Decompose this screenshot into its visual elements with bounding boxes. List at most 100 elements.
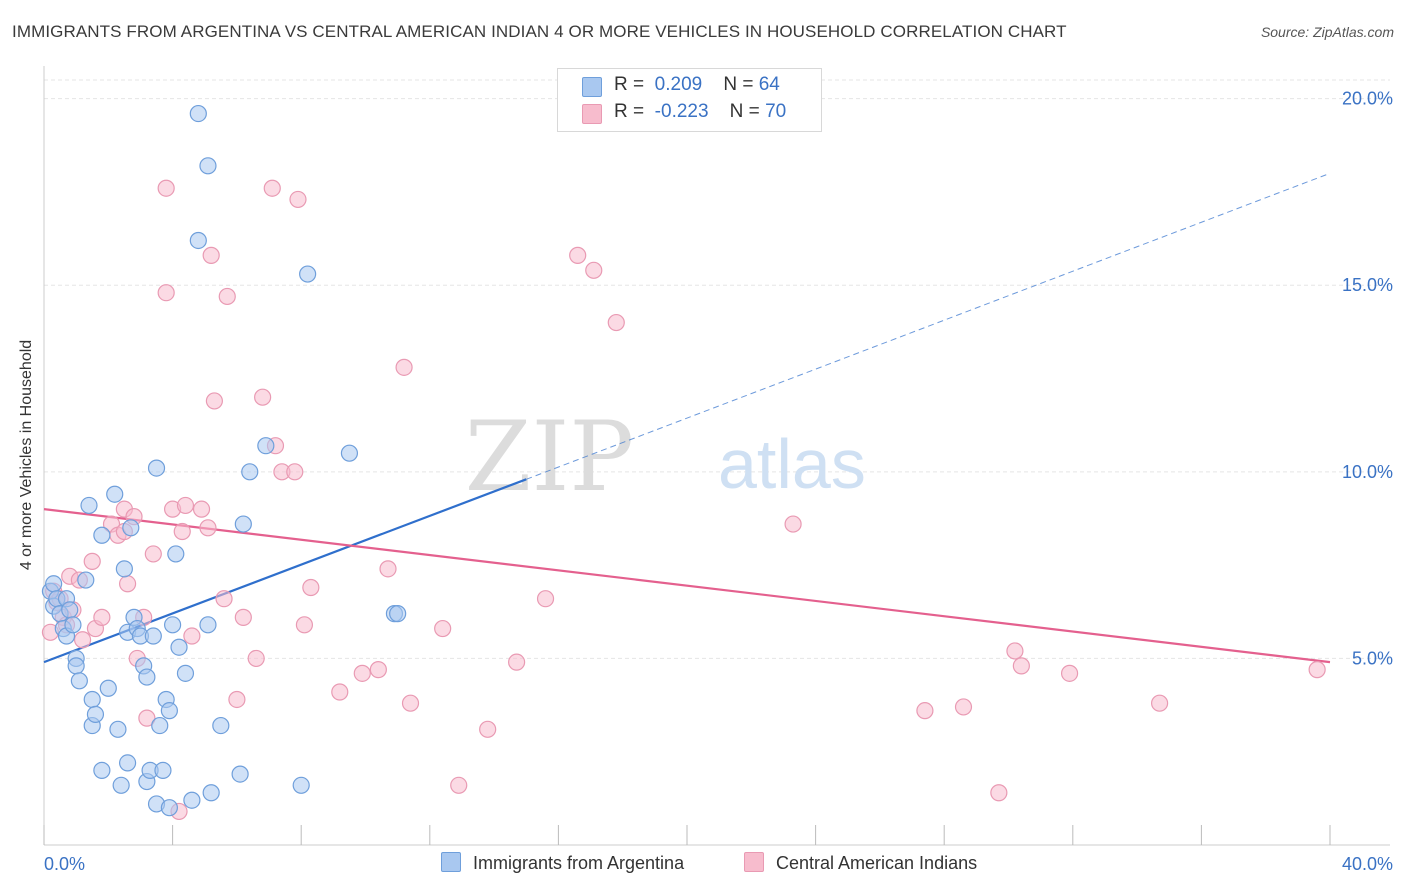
data-point <box>183 627 201 645</box>
data-point <box>508 653 526 671</box>
data-point <box>64 616 82 634</box>
data-point <box>450 776 468 794</box>
data-point <box>212 716 230 735</box>
data-point <box>234 515 252 533</box>
data-point <box>157 179 175 197</box>
data-point <box>1060 664 1079 682</box>
data-point <box>536 590 555 608</box>
data-point <box>61 601 79 619</box>
trend-line-argentina-extension <box>526 172 1331 480</box>
data-point <box>99 679 117 697</box>
legend-n-label: N = <box>729 101 760 122</box>
data-point <box>379 560 397 578</box>
data-point <box>93 608 111 626</box>
data-point <box>228 690 246 709</box>
data-point <box>118 575 137 593</box>
data-point <box>144 545 162 563</box>
legend-r-label: R = <box>614 101 645 122</box>
x-tick-label: 40.0% <box>1342 854 1393 874</box>
data-point <box>257 437 275 455</box>
data-point <box>205 392 223 410</box>
data-point <box>83 690 101 709</box>
data-point <box>585 261 603 279</box>
data-point <box>295 616 314 634</box>
trend-lines <box>43 172 1331 664</box>
watermark-zip: ZIP <box>465 401 634 513</box>
data-point <box>176 664 195 682</box>
bottom-legend-item-argentina: Immigrants from Argentina <box>441 852 684 874</box>
data-point <box>138 668 156 686</box>
data-point <box>160 799 178 817</box>
tick-labels: 5.0% 10.0% 15.0% 20.0% 0.0% 40.0% <box>44 89 1393 874</box>
y-tick-label: 15.0% <box>1342 275 1393 295</box>
legend-swatch-blue <box>582 77 602 97</box>
x-tick-label: 0.0% <box>44 854 85 874</box>
data-point <box>247 649 265 668</box>
data-point <box>202 246 220 264</box>
legend-r-label: R = <box>614 74 645 95</box>
bottom-legend-item-central-american: Central American Indians <box>744 852 977 874</box>
data-point <box>173 522 191 541</box>
data-point <box>151 716 169 735</box>
bottom-legend-swatch-pink <box>744 852 764 872</box>
data-point <box>93 526 111 544</box>
legend-swatch-pink <box>582 104 602 124</box>
data-point <box>1006 642 1024 660</box>
data-point <box>157 284 175 302</box>
data-point <box>401 694 420 712</box>
data-point <box>138 709 156 727</box>
trend-line-central-american <box>43 508 1331 664</box>
legend-n-value-blue: 64 <box>758 74 780 95</box>
chart-source: Source: ZipAtlas.com <box>1260 24 1394 40</box>
data-point <box>389 605 407 623</box>
data-point <box>299 265 317 283</box>
bottom-legend-label-argentina: Immigrants from Argentina <box>473 853 685 873</box>
data-point <box>569 246 587 264</box>
data-point <box>70 672 88 690</box>
axes <box>43 66 1390 846</box>
legend-r-value-pink: -0.223 <box>654 101 709 122</box>
data-point <box>199 157 217 175</box>
data-point <box>106 485 124 503</box>
data-point <box>176 496 195 515</box>
data-point <box>67 657 85 675</box>
data-point <box>109 720 127 738</box>
data-point <box>302 578 320 597</box>
data-point <box>263 179 281 197</box>
series-central-american-indians <box>41 179 1326 821</box>
data-point <box>112 776 130 794</box>
data-point <box>916 702 934 720</box>
data-point <box>434 619 452 638</box>
data-point <box>954 698 973 716</box>
data-point <box>990 784 1008 802</box>
data-point <box>192 500 211 518</box>
legend-n-value-pink: 70 <box>765 101 787 122</box>
data-point <box>1012 657 1030 675</box>
data-point <box>289 190 307 209</box>
data-point <box>73 631 92 649</box>
data-point <box>331 683 349 701</box>
data-point <box>93 761 111 779</box>
data-point <box>199 616 217 634</box>
y-tick-label: 10.0% <box>1342 462 1393 482</box>
data-point <box>231 765 249 783</box>
data-point <box>86 705 105 723</box>
data-point <box>77 571 95 589</box>
data-point <box>784 515 802 533</box>
data-point <box>45 575 63 593</box>
data-point <box>292 776 310 794</box>
data-point <box>80 496 98 515</box>
legend: R = 0.209 N = 64 R = -0.223 N = 70 <box>557 68 822 132</box>
y-tick-label: 20.0% <box>1342 89 1393 109</box>
data-point <box>479 720 497 738</box>
data-point <box>1308 661 1326 679</box>
data-point <box>160 702 178 720</box>
data-point <box>286 463 304 481</box>
chart-title: IMMIGRANTS FROM ARGENTINA VS CENTRAL AME… <box>12 22 1067 41</box>
data-point <box>199 519 217 537</box>
data-point <box>167 545 185 563</box>
data-point <box>218 287 236 306</box>
legend-n-label: N = <box>723 74 754 95</box>
data-point <box>353 664 371 682</box>
